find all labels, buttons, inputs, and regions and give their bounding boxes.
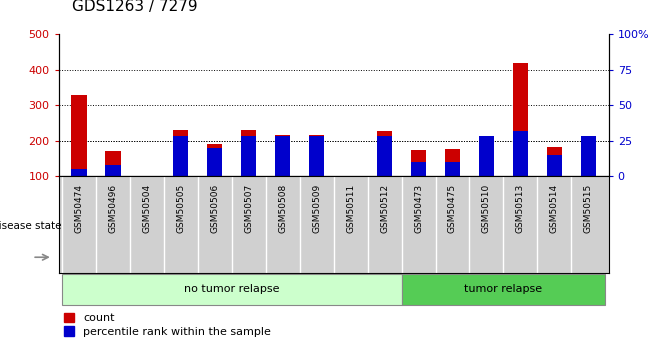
Bar — [241, 130, 256, 176]
Bar — [309, 135, 324, 176]
Bar — [105, 151, 120, 176]
Bar — [513, 63, 528, 176]
Bar — [173, 136, 189, 176]
Bar — [207, 144, 223, 176]
Bar — [513, 131, 528, 176]
Bar — [581, 136, 596, 176]
Text: GDS1263 / 7279: GDS1263 / 7279 — [72, 0, 197, 14]
Bar — [547, 147, 562, 176]
Text: disease state: disease state — [0, 221, 61, 231]
Text: GSM50473: GSM50473 — [414, 184, 423, 233]
Text: GSM50510: GSM50510 — [482, 184, 491, 233]
Bar — [105, 165, 120, 176]
Bar — [581, 136, 596, 176]
Bar — [445, 149, 460, 176]
Bar — [478, 141, 494, 176]
Bar — [402, 274, 605, 305]
Text: GSM50508: GSM50508 — [278, 184, 287, 233]
Bar — [411, 150, 426, 176]
Bar — [275, 135, 290, 176]
Bar — [173, 130, 189, 176]
Text: GSM50511: GSM50511 — [346, 184, 355, 233]
Text: GSM50475: GSM50475 — [448, 184, 457, 233]
Bar — [207, 148, 223, 176]
Text: GSM50507: GSM50507 — [244, 184, 253, 233]
Text: GSM50474: GSM50474 — [74, 184, 83, 233]
Text: no tumor relapse: no tumor relapse — [184, 284, 279, 294]
Text: GSM50513: GSM50513 — [516, 184, 525, 233]
Text: GSM50506: GSM50506 — [210, 184, 219, 233]
Bar — [547, 155, 562, 176]
Bar — [309, 136, 324, 176]
Text: GSM50512: GSM50512 — [380, 184, 389, 233]
Bar — [445, 162, 460, 176]
Bar — [275, 136, 290, 176]
Bar — [72, 95, 87, 176]
Bar — [478, 136, 494, 176]
Text: GSM50505: GSM50505 — [176, 184, 186, 233]
Text: GSM50496: GSM50496 — [109, 184, 117, 233]
Text: GSM50504: GSM50504 — [143, 184, 152, 233]
Text: tumor relapse: tumor relapse — [464, 284, 542, 294]
Bar — [377, 131, 392, 176]
Text: GSM50509: GSM50509 — [312, 184, 321, 233]
Legend: count, percentile rank within the sample: count, percentile rank within the sample — [64, 313, 271, 337]
Text: GSM50514: GSM50514 — [550, 184, 559, 233]
Bar — [241, 136, 256, 176]
Text: GSM50515: GSM50515 — [584, 184, 593, 233]
Bar — [377, 136, 392, 176]
Bar — [72, 169, 87, 176]
Bar — [411, 162, 426, 176]
Bar — [62, 274, 402, 305]
